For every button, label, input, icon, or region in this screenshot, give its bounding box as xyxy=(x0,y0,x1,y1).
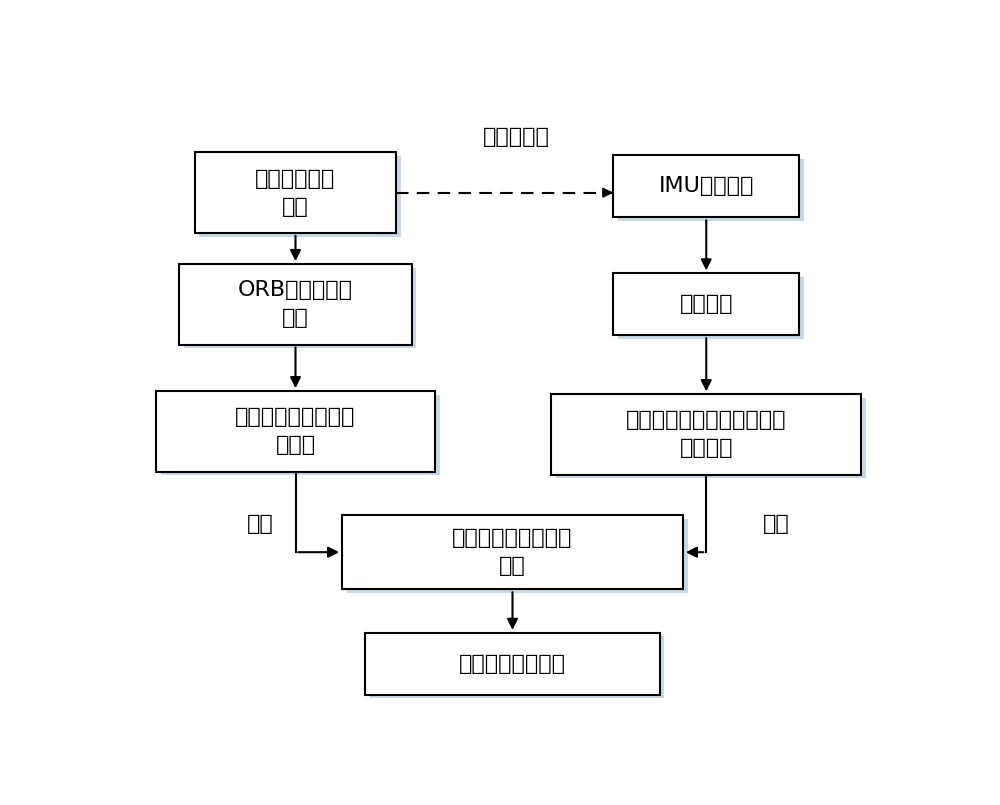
Text: 相邻两帧视觉位姿变
化估计: 相邻两帧视觉位姿变 化估计 xyxy=(235,407,356,456)
Bar xyxy=(342,515,683,589)
Bar xyxy=(195,152,396,233)
Bar xyxy=(365,633,660,695)
Bar xyxy=(347,518,688,593)
Text: 时间戳同步: 时间戳同步 xyxy=(483,127,550,147)
Bar xyxy=(370,637,664,699)
Text: 航位推算: 航位推算 xyxy=(680,295,733,314)
Bar xyxy=(184,268,416,349)
Text: 帧间运动最优估计: 帧间运动最优估计 xyxy=(459,654,566,674)
Text: ORB特征提取与
匹配: ORB特征提取与 匹配 xyxy=(238,280,353,328)
Text: 估计帧间相对位置、速度和
姿态变化: 估计帧间相对位置、速度和 姿态变化 xyxy=(626,411,786,458)
Text: 观测: 观测 xyxy=(247,514,274,535)
Bar xyxy=(161,394,440,475)
Bar xyxy=(613,155,799,217)
Text: 一次迭代扩展卡尔曼
滤波: 一次迭代扩展卡尔曼 滤波 xyxy=(452,528,573,576)
Text: 预测: 预测 xyxy=(763,514,789,535)
Bar xyxy=(179,264,412,345)
Bar xyxy=(199,156,401,237)
Text: 单目相机采集
图像: 单目相机采集 图像 xyxy=(255,169,336,217)
Bar xyxy=(556,398,866,478)
Bar xyxy=(613,273,799,335)
Bar xyxy=(618,277,804,339)
Bar xyxy=(618,159,804,221)
Bar xyxy=(551,394,861,475)
Bar xyxy=(156,391,435,472)
Text: IMU采集数据: IMU采集数据 xyxy=(659,176,754,196)
